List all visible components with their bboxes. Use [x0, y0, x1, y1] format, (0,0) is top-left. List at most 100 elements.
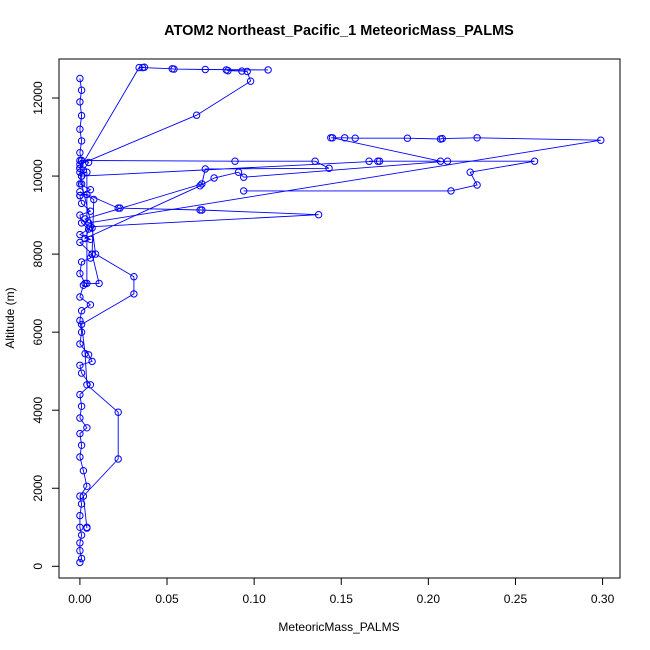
- data-point: [77, 199, 86, 208]
- data-point: [76, 164, 84, 173]
- y-tick-label: 10000: [31, 159, 45, 193]
- data-point: [77, 531, 86, 539]
- data-point: [76, 414, 84, 422]
- data-point: [240, 173, 248, 181]
- data-point: [83, 524, 91, 532]
- y-axis: 0 2000 4000 6000 8000 10000 12000: [31, 81, 60, 570]
- data-point: [76, 238, 84, 247]
- y-axis-label: Altitude (m): [3, 287, 17, 348]
- data-point: [77, 328, 86, 336]
- data-point: [76, 191, 84, 200]
- data-point: [76, 74, 84, 83]
- data-point: [77, 86, 86, 94]
- data-point: [76, 316, 84, 325]
- data-point: [374, 157, 382, 165]
- data-point: [436, 135, 445, 143]
- data-point: [76, 98, 84, 106]
- data-point: [325, 164, 333, 173]
- data-point: [365, 157, 373, 165]
- data-point: [76, 340, 84, 348]
- data-point: [76, 511, 84, 520]
- data-point: [403, 134, 412, 142]
- data-point: [192, 111, 201, 119]
- data-point: [77, 156, 86, 165]
- data-point: [466, 168, 474, 176]
- y-tick-label: 0: [31, 563, 45, 570]
- data-point: [76, 361, 84, 369]
- series-4: [76, 134, 605, 227]
- data-point: [91, 250, 100, 258]
- x-axis-label: MeteoricMass_PALMS: [278, 620, 399, 634]
- data-point: [76, 453, 84, 461]
- data-point: [86, 223, 95, 231]
- data-point: [222, 66, 231, 74]
- data-point: [473, 134, 481, 142]
- data-point: [210, 174, 218, 182]
- data-point: [81, 349, 89, 358]
- data-point: [76, 149, 84, 157]
- data-point: [83, 190, 91, 199]
- data-point: [83, 279, 91, 288]
- data-point: [246, 77, 255, 85]
- data-point: [76, 523, 84, 531]
- x-axis: 0.00 0.05 0.10 0.15 0.20 0.25 0.30: [68, 577, 615, 606]
- data-point: [198, 206, 206, 214]
- data-point: [198, 180, 206, 188]
- data-point: [76, 539, 84, 547]
- data-point: [168, 65, 176, 73]
- data-point: [76, 125, 84, 133]
- series-5: [76, 63, 272, 174]
- x-tick-label: 0.10: [242, 592, 266, 606]
- data-point: [264, 66, 272, 74]
- data-point: [76, 293, 84, 301]
- data-point: [83, 424, 91, 432]
- x-tick-label: 0.20: [417, 592, 441, 606]
- data-point: [77, 137, 86, 145]
- data-point: [76, 269, 84, 278]
- data-point: [81, 234, 89, 243]
- y-tick-label: 12000: [31, 81, 45, 115]
- data-point: [597, 136, 605, 144]
- data-point: [114, 408, 122, 416]
- data-point: [135, 63, 143, 72]
- data-point: [447, 187, 455, 195]
- data-point: [328, 134, 337, 142]
- data-point: [76, 429, 84, 438]
- data-point: [84, 158, 93, 167]
- data-point: [77, 307, 86, 315]
- data-point: [473, 181, 481, 189]
- series-line: [79, 137, 601, 224]
- data-point: [116, 204, 124, 212]
- data-point: [351, 134, 359, 142]
- data-point: [77, 402, 86, 410]
- data-point: [77, 320, 86, 329]
- y-tick-label: 4000: [31, 397, 45, 424]
- x-tick-label: 0.30: [591, 592, 615, 606]
- data-point: [77, 258, 86, 266]
- data-point: [201, 65, 210, 74]
- data-point: [83, 482, 91, 490]
- x-tick-label: 0.00: [68, 592, 92, 606]
- data-point: [231, 157, 239, 165]
- data-point: [140, 63, 149, 71]
- series-line: [79, 171, 135, 529]
- data-point: [530, 157, 539, 165]
- data-point: [79, 492, 88, 500]
- data-point: [95, 279, 103, 288]
- series-line: [79, 66, 269, 171]
- data-point: [79, 166, 88, 174]
- data-point: [79, 467, 88, 475]
- data-point: [88, 224, 96, 232]
- y-tick-label: 6000: [31, 318, 45, 345]
- data-point: [311, 157, 319, 165]
- data-point: [243, 67, 251, 76]
- data-point: [88, 250, 96, 258]
- data-point: [76, 558, 84, 567]
- x-tick-label: 0.25: [504, 592, 528, 606]
- series-1: [76, 74, 96, 567]
- data-point: [341, 134, 349, 142]
- data-point: [77, 554, 86, 563]
- data-point: [77, 111, 86, 120]
- y-tick-label: 8000: [31, 240, 45, 267]
